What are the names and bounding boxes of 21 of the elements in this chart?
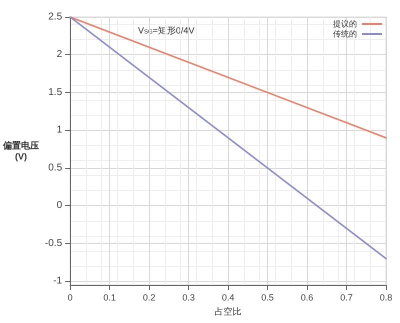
x-tick-label: 0.4 [222, 292, 234, 302]
x-tick-label: 0.8 [380, 292, 392, 302]
y-tick-label: 2.5 [48, 12, 63, 22]
legend-label: 传统的 [333, 30, 357, 38]
x-tick-label: 0.6 [300, 292, 314, 302]
x-tick-label: 0.3 [182, 292, 195, 302]
x-tick-label: 0 [68, 292, 73, 302]
y-tick-label: 1.5 [48, 86, 63, 98]
x-tick-label: 0.7 [340, 292, 353, 302]
y-tick-label: 0.5 [48, 162, 63, 174]
y-tick-label: 2 [56, 49, 63, 60]
y-tick-label: -0.5 [44, 238, 63, 249]
y-axis-title: 偏置电压 (V) [2, 140, 39, 162]
x-tick-label: 0.5 [261, 292, 274, 302]
x-axis-title: 占空比 [214, 306, 242, 316]
y-tick-label: 1 [56, 124, 63, 136]
y-tick-label: 0 [56, 200, 63, 212]
y-tick-label: -1 [53, 276, 63, 287]
x-tick-label: 0.1 [103, 292, 116, 302]
x-tick-label: 0.2 [142, 292, 156, 302]
legend-label: 提议的 [333, 20, 357, 28]
